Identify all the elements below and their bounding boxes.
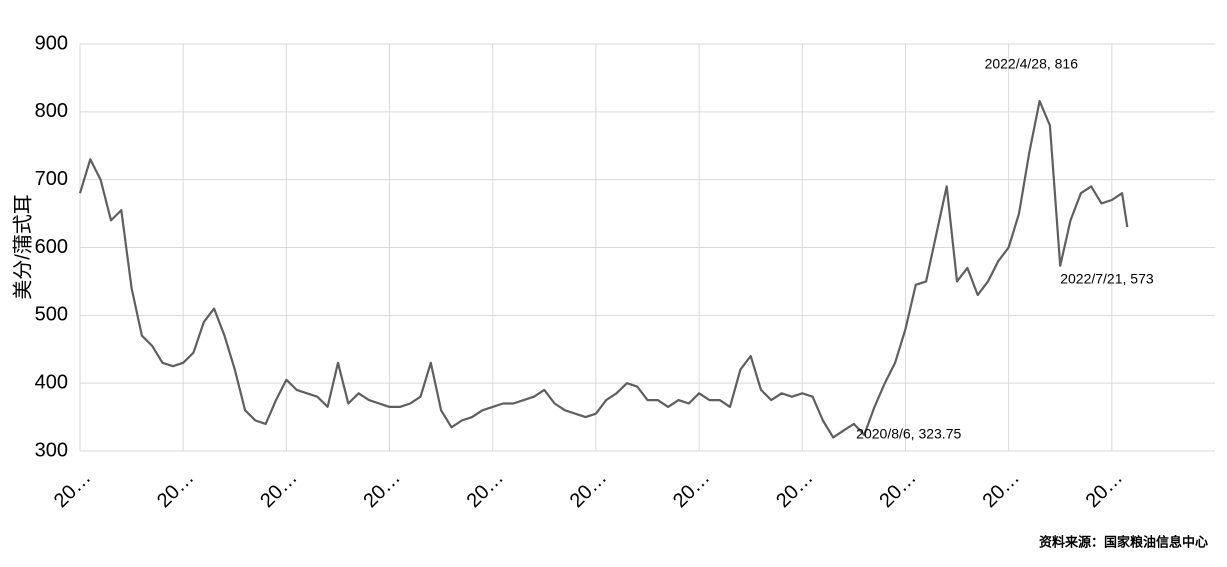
x-tick-label: 20… (463, 467, 508, 512)
x-tick-label: 20… (875, 467, 920, 512)
y-tick-label: 800 (35, 100, 68, 122)
y-tick-label: 300 (35, 439, 68, 461)
x-tick-label: 20… (359, 467, 404, 512)
annotation: 2020/8/6, 323.75 (856, 426, 961, 442)
source-note: 资料来源：国家粮油信息中心 (1039, 534, 1208, 549)
x-tick-label: 20… (1082, 467, 1127, 512)
x-tick-label: 20… (978, 467, 1023, 512)
y-tick-label: 700 (35, 168, 68, 190)
x-tick-label: 20… (772, 467, 817, 512)
x-tick-label: 20… (566, 467, 611, 512)
x-tick-label: 20… (669, 467, 714, 512)
y-axis-label: 美分/蒲式耳 (11, 194, 34, 300)
x-tick-label: 20… (256, 467, 301, 512)
x-tick-label: 20… (153, 467, 198, 512)
y-tick-label: 500 (35, 304, 68, 326)
y-tick-label: 400 (35, 371, 68, 393)
price-line (78, 99, 1129, 439)
y-tick-label: 600 (35, 236, 68, 258)
x-tick-label: 20… (50, 467, 95, 512)
annotation: 2022/7/21, 573 (1060, 271, 1154, 287)
y-tick-label: 900 (35, 32, 68, 54)
annotation: 2022/4/28, 816 (985, 56, 1079, 72)
